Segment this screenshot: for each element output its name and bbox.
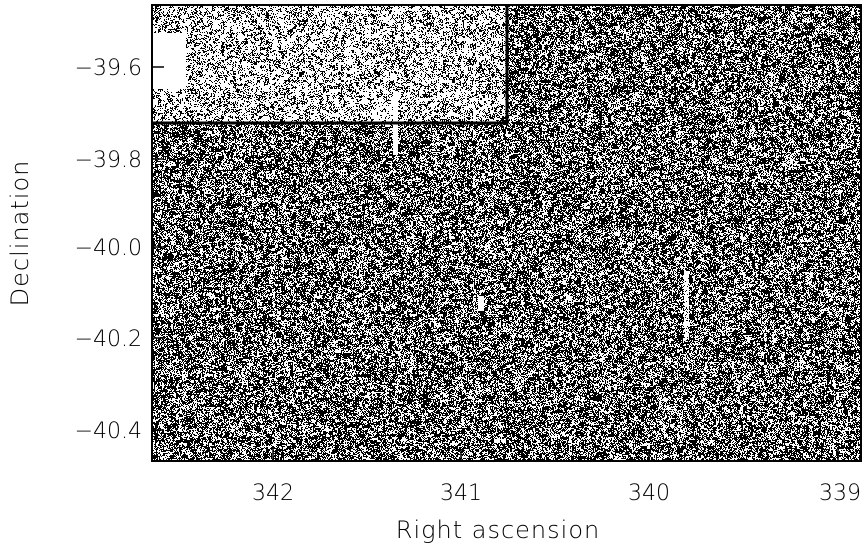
y-tick-marks xyxy=(152,66,164,431)
y-tick-label: −39.6 xyxy=(75,56,142,81)
x-axis-title: Right ascension xyxy=(396,516,600,544)
y-tick-label: −40.4 xyxy=(75,419,142,444)
x-tick-label: 340 xyxy=(628,481,670,506)
x-tick-label: 341 xyxy=(440,481,482,506)
x-tick-marks xyxy=(272,449,839,461)
x-tick-label: 339 xyxy=(819,481,861,506)
y-axis-title: Declination xyxy=(6,160,34,307)
region-box xyxy=(152,5,509,125)
y-tick-label: −40.0 xyxy=(75,236,142,261)
y-tick-label: −40.2 xyxy=(75,327,142,352)
y-tick-label: −39.8 xyxy=(75,148,142,173)
x-tick-label: 342 xyxy=(252,481,294,506)
